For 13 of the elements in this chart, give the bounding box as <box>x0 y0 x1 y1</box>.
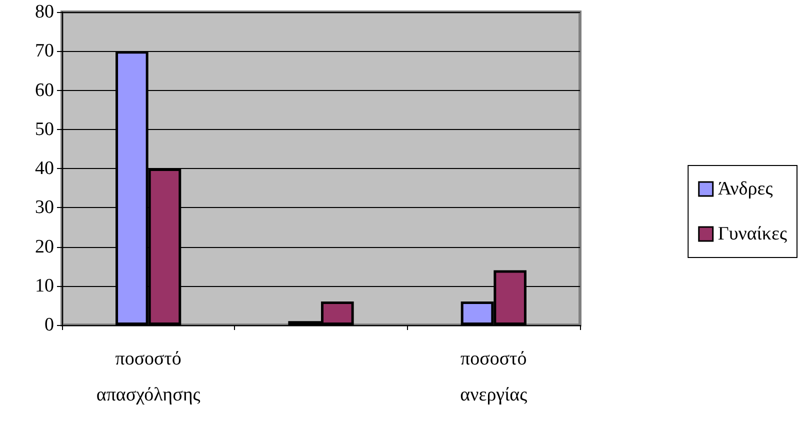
y-tick-label: 30 <box>35 197 54 218</box>
y-tick-label: 0 <box>44 314 54 336</box>
y-tick-label: 70 <box>35 40 54 62</box>
y-tick-label: 60 <box>35 80 54 101</box>
x-tick-label: ποσοστό απασχόλησης <box>96 348 201 406</box>
y-tick-label: 10 <box>35 275 54 296</box>
legend-label: Γυναίκες <box>718 224 788 244</box>
x-tick-label: ποσοστό ανεργίας <box>460 348 528 406</box>
legend-label: Άνδρες <box>718 178 774 200</box>
y-tick-label: 50 <box>35 118 54 140</box>
y-tick-label: 40 <box>35 158 54 179</box>
y-tick-label: 80 <box>35 2 54 22</box>
y-tick-label: 20 <box>35 236 54 258</box>
